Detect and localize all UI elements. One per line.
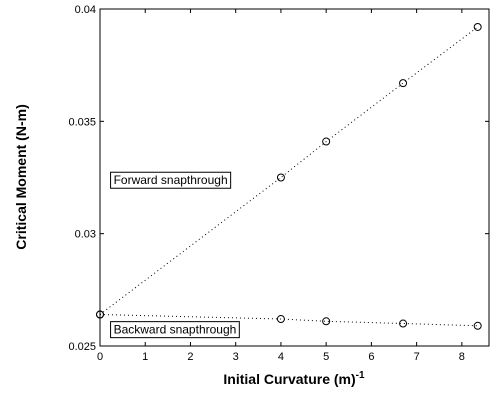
annotation-text: Forward snapthrough bbox=[114, 173, 228, 187]
x-tick-label: 4 bbox=[278, 351, 284, 363]
annotation-box: Forward snapthrough bbox=[110, 171, 232, 189]
annotation-text: Backward snapthrough bbox=[114, 323, 237, 337]
series-1-point bbox=[322, 137, 331, 146]
x-tick-label: 2 bbox=[187, 351, 193, 363]
annotation-border bbox=[110, 321, 240, 339]
series-1-line bbox=[99, 26, 479, 315]
annotations: Forward snapthrough Backward snapthrough bbox=[110, 171, 240, 339]
series-1-point bbox=[276, 173, 285, 182]
series-1-point bbox=[473, 22, 482, 31]
y-axis-title: Critical Moment (N-m) bbox=[13, 104, 29, 249]
y-tick-label: 0.03 bbox=[75, 229, 96, 241]
series-2-point bbox=[96, 310, 104, 319]
x-axis-ticks: 0 1 2 3 4 5 6 7 8 bbox=[97, 9, 465, 363]
y-axis-ticks: 0.025 0.03 0.035 0.04 bbox=[68, 4, 489, 353]
series-2-point bbox=[399, 319, 408, 328]
series-2-line bbox=[99, 314, 478, 327]
series-1-point bbox=[399, 79, 408, 88]
x-tick-label: 8 bbox=[459, 351, 465, 363]
series-2-point bbox=[322, 317, 331, 326]
x-tick-label: 7 bbox=[414, 351, 420, 363]
annotation-border bbox=[110, 171, 232, 189]
x-tick-label: 5 bbox=[323, 351, 329, 363]
x-tick-label: 0 bbox=[97, 351, 103, 363]
x-tick-label: 6 bbox=[368, 351, 374, 363]
series-2-point bbox=[276, 315, 285, 324]
series-2-point bbox=[473, 321, 482, 330]
x-tick-label: 1 bbox=[142, 351, 148, 363]
y-tick-label: 0.035 bbox=[68, 116, 96, 128]
y-tick-label: 0.025 bbox=[68, 341, 96, 353]
x-axis-title-superscript: -1 bbox=[356, 370, 365, 381]
x-tick-label: 3 bbox=[233, 351, 239, 363]
x-axis-title: Initial Curvature (m)-1 bbox=[223, 370, 365, 387]
annotation-box: Backward snapthrough bbox=[110, 321, 240, 339]
y-tick-label: 0.04 bbox=[75, 4, 96, 16]
series-layer bbox=[96, 22, 482, 330]
